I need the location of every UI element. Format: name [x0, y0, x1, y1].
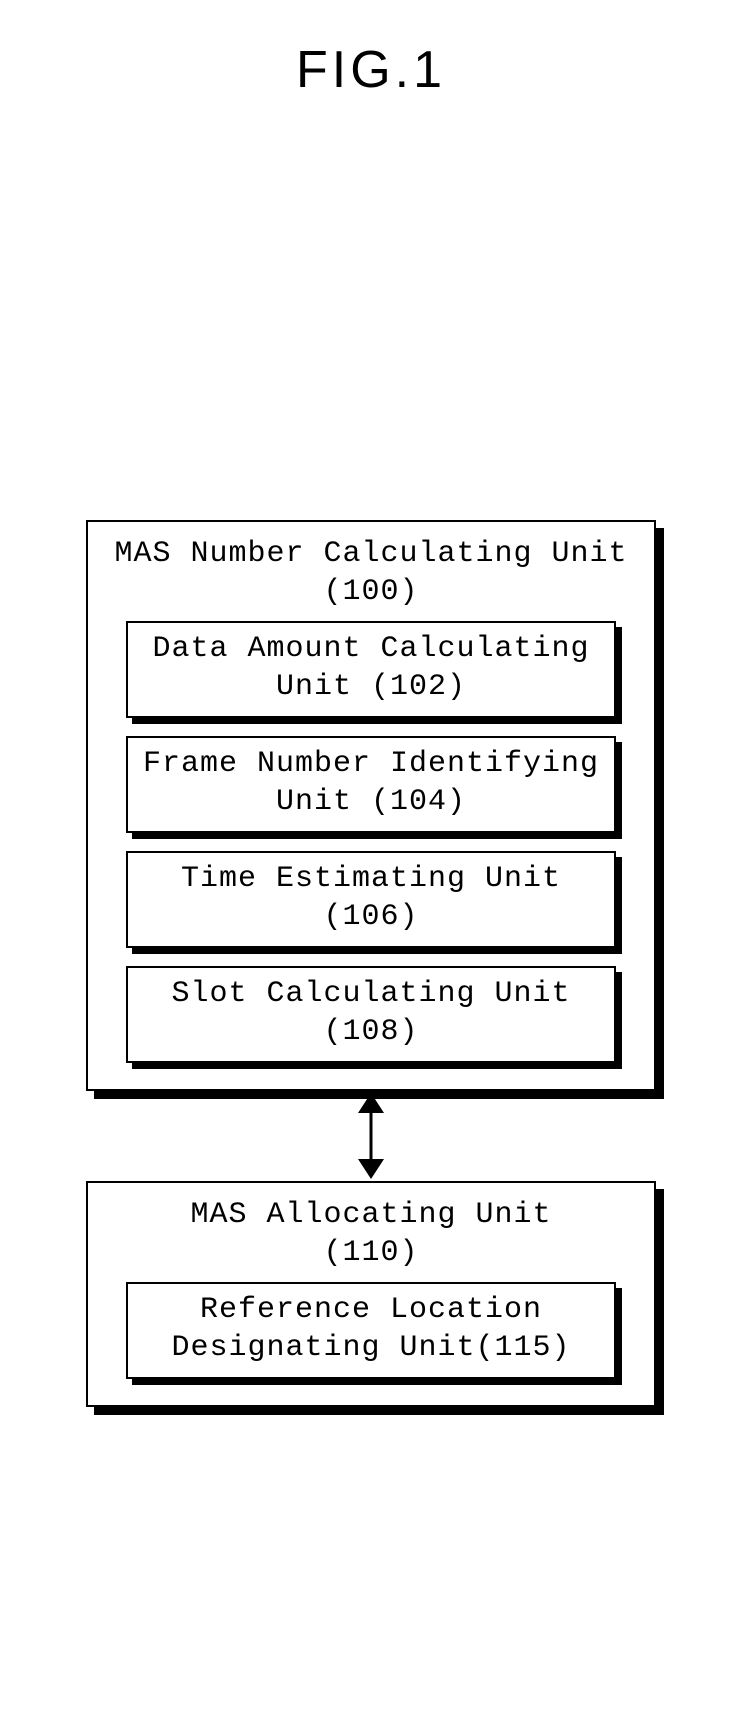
title-line: MAS Allocating Unit	[190, 1198, 551, 1232]
unit-label: Frame Number Identifying	[143, 747, 599, 781]
reference-location-designating-unit: Reference Location Designating Unit(115)	[126, 1282, 616, 1379]
title-ref: (110)	[323, 1236, 418, 1270]
unit-ref: (108)	[323, 1015, 418, 1049]
frame-number-identifying-unit: Frame Number Identifying Unit (104)	[126, 736, 616, 833]
title-line: MAS Number Calculating Unit	[114, 537, 627, 571]
unit-ref: Unit (104)	[276, 785, 466, 819]
unit-label: Slot Calculating Unit	[171, 977, 570, 1011]
unit-ref: Designating Unit(115)	[171, 1331, 570, 1365]
unit-ref: Unit (102)	[276, 670, 466, 704]
time-estimating-unit: Time Estimating Unit (106)	[126, 851, 616, 948]
mas-allocating-unit: MAS Allocating Unit (110) Reference Loca…	[86, 1181, 656, 1407]
unit-label: Reference Location	[200, 1293, 542, 1327]
block-title: MAS Number Calculating Unit (100)	[110, 536, 632, 611]
block-title: MAS Allocating Unit (110)	[110, 1197, 632, 1272]
figure-title: FIG.1	[50, 40, 692, 100]
unit-ref: (106)	[323, 900, 418, 934]
bidirectional-arrow	[86, 1091, 656, 1181]
slot-calculating-unit: Slot Calculating Unit (108)	[126, 966, 616, 1063]
title-ref: (100)	[323, 575, 418, 609]
figure-page: FIG.1 MAS Number Calculating Unit (100) …	[0, 0, 742, 1467]
data-amount-calculating-unit: Data Amount Calculating Unit (102)	[126, 621, 616, 718]
unit-label: Time Estimating Unit	[181, 862, 561, 896]
unit-label: Data Amount Calculating	[152, 632, 589, 666]
mas-number-calculating-unit: MAS Number Calculating Unit (100) Data A…	[86, 520, 656, 1091]
